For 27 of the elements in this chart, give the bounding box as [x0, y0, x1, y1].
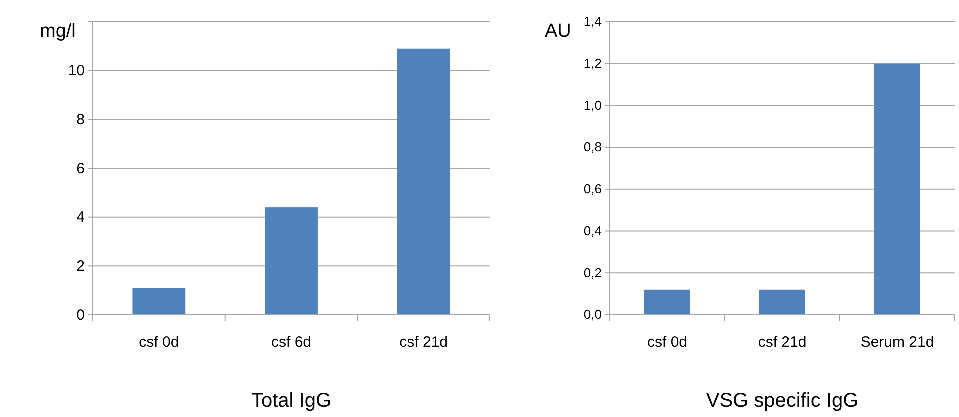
x-tick-label: csf 21d: [400, 334, 448, 351]
x-tick-label: csf 0d: [647, 334, 688, 351]
y-tick-label: 0: [76, 306, 85, 324]
y-tick-label: 0,0: [584, 307, 602, 322]
y-tick-label: 1,4: [584, 14, 602, 30]
y-tick-label: 8: [76, 111, 85, 128]
y-tick-label: 1,2: [584, 56, 602, 72]
y-tick-label: 0,2: [584, 265, 602, 280]
x-tick-label: Serum 21d: [860, 334, 934, 351]
x-tick-label: csf 0d: [139, 334, 180, 351]
x-tick-label: csf 6d: [271, 334, 312, 351]
y-tick-label: 2: [76, 258, 85, 275]
y-tick-label: 0,6: [584, 182, 602, 197]
y-axis-title: mg/l: [40, 21, 76, 42]
y-tick-label: 0,4: [584, 223, 602, 238]
y-tick-label: 10: [68, 62, 85, 80]
y-tick-label: 4: [76, 209, 85, 226]
y-axis-title: AU: [545, 21, 572, 42]
y-tick-label: 6: [76, 160, 85, 178]
x-tick-label: csf 21d: [758, 334, 807, 351]
text: VSG specific IgG: [706, 390, 859, 412]
bar: [397, 48, 450, 315]
bar: [265, 208, 318, 315]
y-tick-label: 0,8: [584, 140, 602, 155]
y-tick-label: 1,0: [584, 98, 602, 113]
text: Total IgG: [251, 390, 332, 412]
bar: [132, 288, 186, 315]
